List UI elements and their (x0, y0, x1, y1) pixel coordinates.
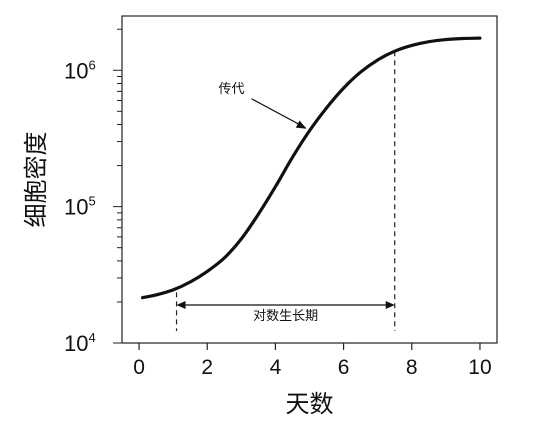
passage-arrowhead (295, 120, 307, 129)
log-phase-arrowhead-left (176, 301, 186, 309)
x-tick-label: 8 (406, 356, 418, 379)
x-tick-label: 10 (468, 356, 491, 379)
log-phase-arrowhead-right (385, 301, 395, 309)
y-tick-label: 104 (64, 330, 96, 356)
x-tick-label: 6 (338, 356, 350, 379)
y-axis-ticks: 104 105 106 (64, 28, 122, 356)
x-tick-label: 2 (201, 356, 213, 379)
x-tick-label: 0 (133, 356, 145, 379)
passage-pointer-line (251, 98, 306, 129)
x-axis-ticks: 0 2 4 6 8 10 (133, 343, 492, 379)
y-tick-label: 106 (64, 57, 96, 83)
y-axis-title: 细胞密度 (22, 132, 50, 228)
y-tick-label: 105 (64, 194, 96, 220)
passage-label: 传代 (218, 82, 244, 97)
x-tick-label: 4 (270, 356, 282, 379)
growth-curve (140, 36, 482, 300)
x-axis-title: 天数 (286, 390, 334, 418)
log-phase-label: 对数生长期 (253, 309, 318, 324)
plot-frame (121, 15, 498, 344)
